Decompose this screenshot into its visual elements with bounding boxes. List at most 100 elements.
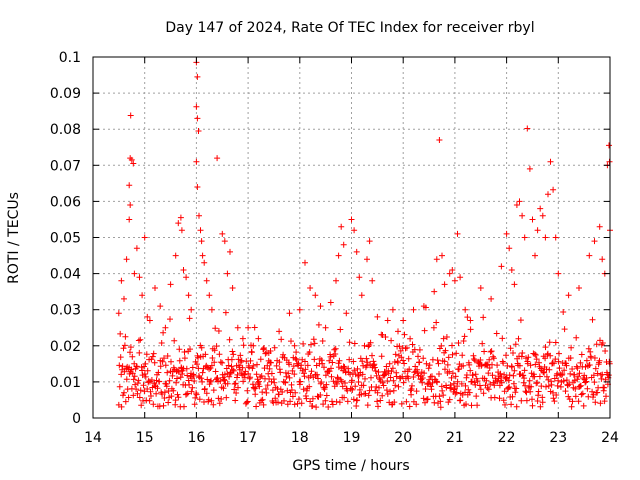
data-point	[284, 387, 291, 394]
data-point	[127, 202, 134, 208]
data-point	[433, 319, 440, 326]
data-point	[596, 223, 603, 230]
data-point	[121, 389, 127, 396]
data-point	[276, 359, 283, 366]
data-point	[208, 306, 215, 313]
data-point	[196, 212, 202, 219]
data-point	[586, 362, 593, 368]
data-point	[358, 292, 365, 299]
data-point	[542, 355, 549, 362]
data-point	[198, 375, 205, 382]
data-point	[194, 73, 201, 80]
data-point	[136, 394, 143, 401]
data-point	[224, 270, 231, 277]
data-point	[136, 349, 143, 356]
data-point	[289, 367, 296, 374]
data-point	[438, 342, 445, 349]
data-point	[238, 357, 245, 364]
data-point	[591, 238, 598, 245]
data-point	[243, 399, 250, 406]
data-point	[594, 370, 601, 377]
data-point	[209, 355, 216, 361]
data-point	[184, 372, 191, 379]
data-point	[137, 387, 144, 394]
data-point	[449, 370, 456, 377]
data-point	[241, 374, 248, 381]
x-tick-label: 14	[84, 430, 102, 446]
data-point	[471, 357, 478, 364]
x-axis-ticks: 14 15 16 17 18 19 20 21 22 23 24	[84, 57, 619, 446]
data-point	[311, 340, 318, 347]
data-point	[329, 401, 336, 408]
data-point	[439, 387, 446, 394]
data-point	[175, 394, 182, 401]
data-point	[491, 394, 498, 401]
data-point	[458, 380, 465, 387]
data-point	[224, 380, 231, 387]
data-point	[465, 386, 472, 393]
data-point	[441, 358, 448, 365]
chart-title: Day 147 of 2024, Rate Of TEC Index for r…	[165, 20, 534, 36]
data-point	[410, 306, 417, 313]
data-point	[429, 373, 435, 380]
data-point	[506, 384, 513, 390]
grid-lines	[93, 57, 610, 418]
data-point	[367, 339, 374, 346]
data-point	[221, 377, 228, 384]
data-point	[533, 356, 540, 363]
x-tick-label: 24	[601, 430, 619, 446]
data-point	[466, 389, 473, 396]
data-point	[569, 398, 576, 405]
data-point	[418, 376, 425, 383]
data-point	[426, 376, 433, 383]
data-point	[488, 295, 495, 302]
data-point	[423, 360, 430, 367]
data-point	[335, 252, 342, 259]
data-point	[136, 274, 143, 281]
data-point	[547, 352, 554, 359]
data-point	[353, 403, 360, 409]
data-point	[589, 388, 596, 395]
data-point	[405, 355, 412, 362]
data-point	[477, 285, 484, 291]
data-point	[153, 390, 160, 397]
data-point	[452, 373, 459, 380]
data-point	[252, 391, 259, 398]
data-point	[435, 360, 442, 367]
data-point	[523, 397, 530, 404]
data-point	[521, 375, 528, 382]
x-tick-label: 21	[446, 430, 464, 446]
data-point	[336, 357, 343, 364]
data-point	[379, 392, 386, 399]
data-point	[263, 389, 270, 396]
y-tick-label: 0	[72, 411, 81, 427]
data-point	[306, 383, 313, 390]
data-point	[462, 306, 469, 313]
x-tick-label: 16	[187, 430, 205, 446]
data-point	[509, 393, 516, 400]
data-point	[203, 277, 210, 284]
x-tick-label: 19	[343, 430, 361, 446]
data-point	[275, 391, 282, 398]
data-point	[139, 292, 146, 299]
data-point	[453, 389, 460, 396]
data-point	[255, 335, 262, 342]
data-point	[162, 362, 169, 369]
data-point	[117, 354, 124, 361]
data-point	[436, 371, 442, 377]
data-point	[119, 363, 126, 370]
data-point	[171, 337, 178, 344]
data-point	[281, 397, 287, 404]
data-point	[534, 398, 541, 404]
data-point	[205, 396, 212, 403]
data-point	[186, 315, 193, 322]
data-point	[509, 364, 515, 370]
data-point	[426, 362, 433, 369]
data-point	[247, 374, 254, 381]
data-point	[466, 361, 473, 368]
data-point	[327, 353, 334, 360]
data-point	[292, 355, 299, 362]
data-point	[524, 125, 531, 132]
data-point	[126, 182, 133, 189]
data-point	[533, 380, 540, 387]
